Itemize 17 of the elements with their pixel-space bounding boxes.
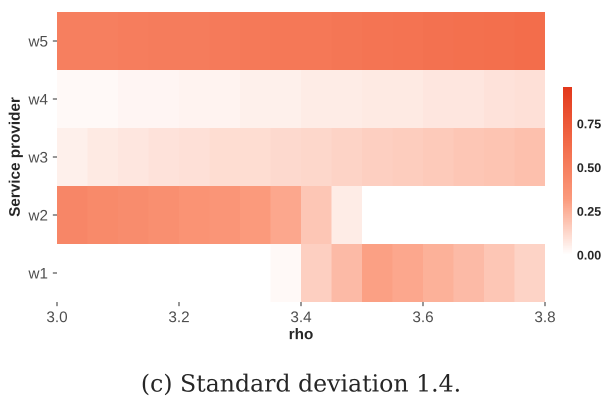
text: (c) Standard deviation 1.4.: [142, 374, 459, 396]
y-tick-label: w2: [28, 210, 48, 221]
y-tick-label: w3: [28, 152, 48, 163]
y-tick-label: w5: [28, 36, 48, 47]
x-tick-label: 3.2: [168, 311, 189, 322]
x-tick-label: 3.4: [290, 311, 312, 322]
x-tick-label: 3.6: [412, 311, 433, 322]
y-tick-label: w1: [28, 268, 48, 279]
color-bar-label: 0.75: [577, 120, 601, 128]
x-tick-label: 3.8: [534, 311, 555, 322]
x-tick-label: 3.0: [46, 311, 68, 322]
y-axis-title: Service provider: [8, 97, 23, 216]
color-bar-label: 0.25: [577, 207, 601, 216]
y-tick-label: w4: [28, 94, 48, 105]
color-bar-label: 0.50: [577, 163, 601, 172]
x-axis-title: rho: [290, 328, 313, 340]
color-bar-label: 0.00: [577, 250, 601, 260]
